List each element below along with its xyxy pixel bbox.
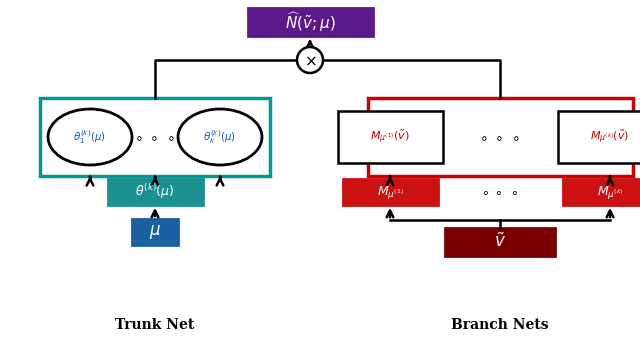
Text: Trunk Net: Trunk Net [115, 318, 195, 332]
Text: $\theta^{(k)}(\mu)$: $\theta^{(k)}(\mu)$ [135, 183, 175, 202]
Bar [248, 8, 372, 36]
Ellipse shape [48, 109, 132, 165]
Bar [563, 179, 640, 205]
Text: Branch Nets: Branch Nets [451, 318, 549, 332]
Text: $\circ\;\circ\;\circ$: $\circ\;\circ\;\circ$ [479, 130, 521, 144]
Circle shape [297, 47, 323, 73]
Text: $\mu$: $\mu$ [149, 223, 161, 241]
Bar [342, 179, 438, 205]
Text: $\tilde{v}$: $\tilde{v}$ [494, 233, 506, 251]
Text: $\theta_k^{(k)}(\mu)$: $\theta_k^{(k)}(\mu)$ [204, 128, 237, 146]
Text: $M_{\mu^{(1)}}(\tilde{v})$: $M_{\mu^{(1)}}(\tilde{v})$ [371, 128, 410, 146]
Text: $\circ\;\circ\;\circ$: $\circ\;\circ\;\circ$ [134, 130, 176, 144]
Ellipse shape [178, 109, 262, 165]
Bar [108, 179, 202, 205]
Bar [337, 111, 442, 163]
Text: $M_{\mu^{(1)}}$: $M_{\mu^{(1)}}$ [376, 184, 403, 201]
Text: $\circ\;\circ\;\circ$: $\circ\;\circ\;\circ$ [481, 186, 519, 198]
Bar [40, 98, 270, 176]
Bar [132, 219, 178, 245]
Text: $\theta_1^{(k)}(\mu)$: $\theta_1^{(k)}(\mu)$ [74, 128, 106, 146]
Bar [367, 98, 632, 176]
Text: $M_{\mu^{(k)}}$: $M_{\mu^{(k)}}$ [596, 184, 623, 201]
Bar [557, 111, 640, 163]
Text: $M_{\mu^{(k)}}(\tilde{v})$: $M_{\mu^{(k)}}(\tilde{v})$ [591, 128, 630, 146]
Text: $\widehat{N}(\tilde{v};\mu)$: $\widehat{N}(\tilde{v};\mu)$ [285, 10, 335, 34]
Bar [445, 228, 555, 256]
Text: $\times$: $\times$ [303, 53, 316, 68]
